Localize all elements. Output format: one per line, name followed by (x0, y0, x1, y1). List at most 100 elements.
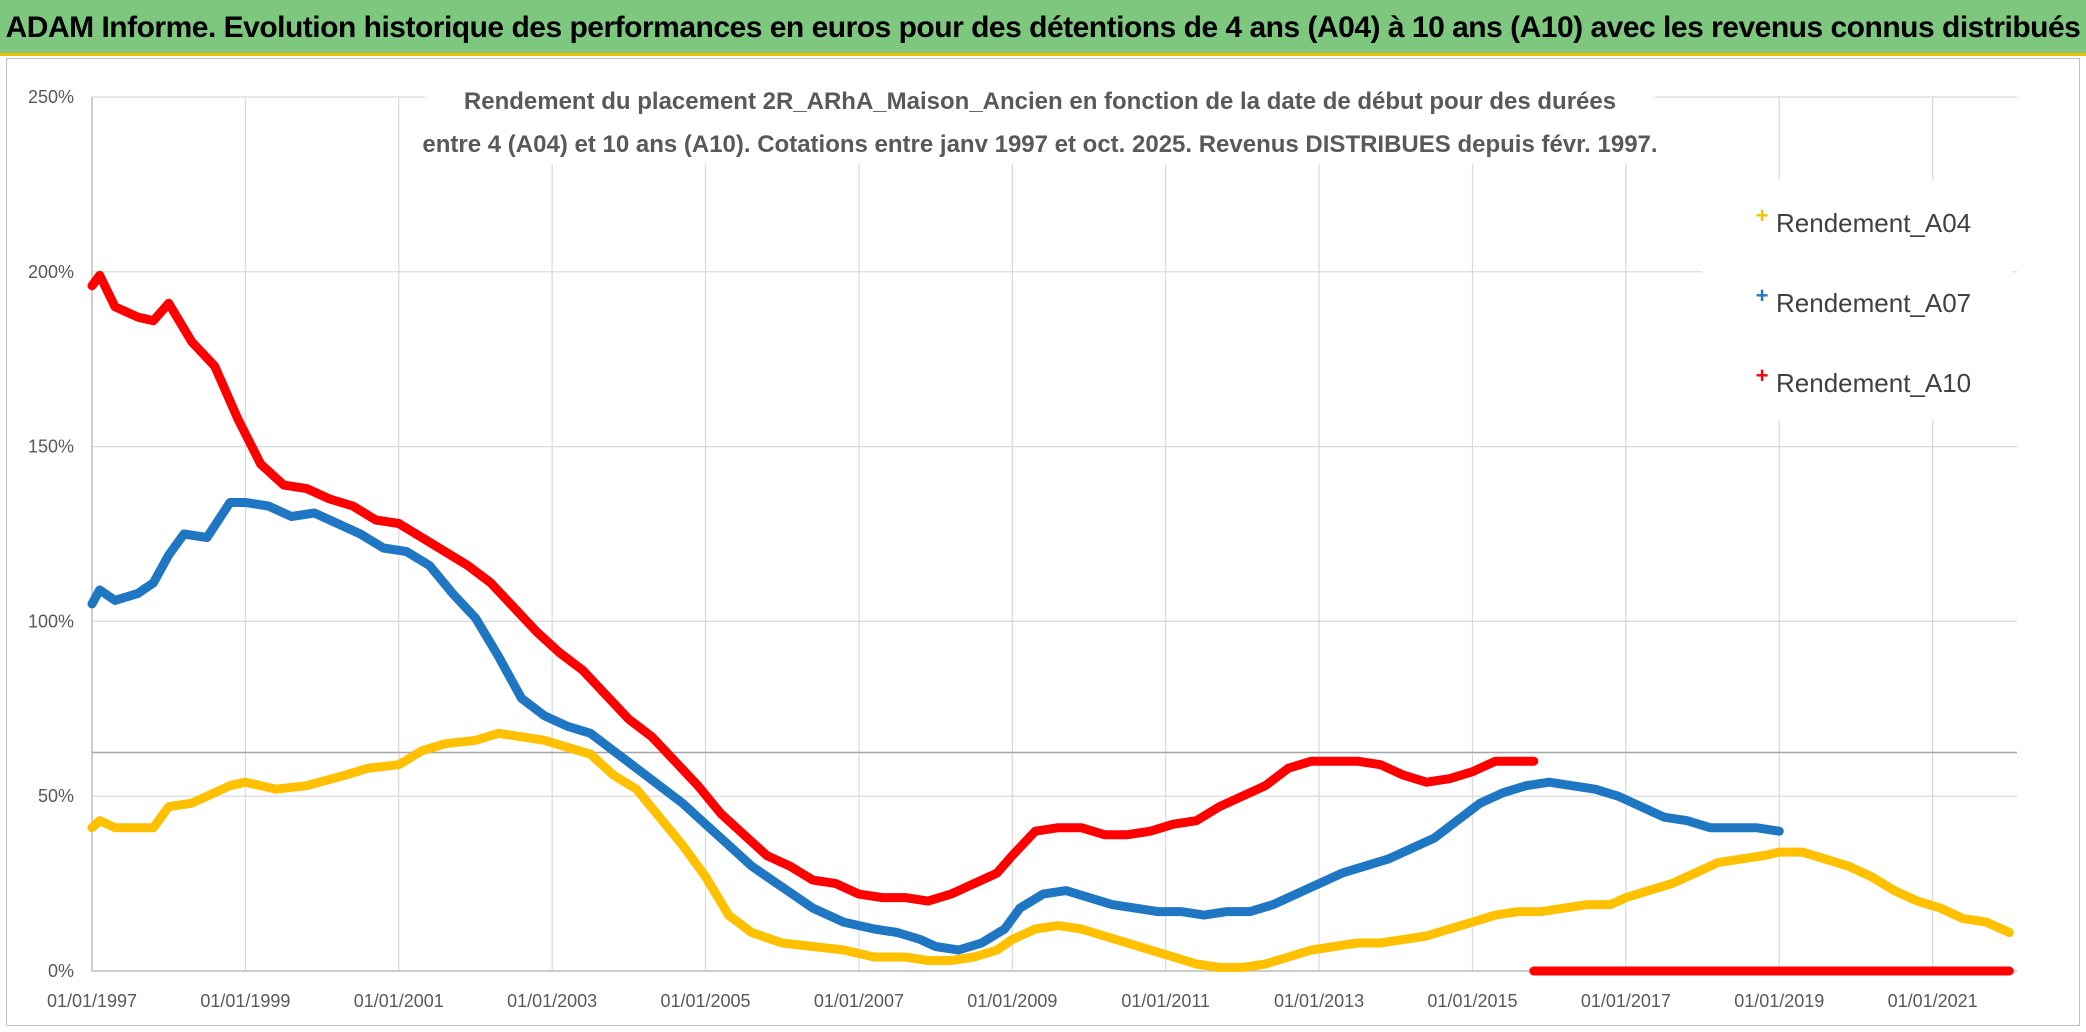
data-point (970, 953, 978, 961)
legend-marker: + (1756, 283, 1769, 308)
data-point (1736, 855, 1745, 864)
data-point (1706, 823, 1715, 832)
x-axis-ticks: 01/01/1997 01/01/1999 01/01/2001 01/01/2003… (47, 991, 1978, 1011)
x-tick-label: 01/01/1999 (200, 991, 290, 1011)
data-point (1736, 967, 1745, 975)
data-point (678, 799, 687, 808)
data-point (1499, 788, 1508, 797)
data-point (1445, 774, 1454, 783)
data-point (778, 939, 787, 947)
data-point (532, 627, 541, 636)
data-point (655, 813, 664, 822)
data-point (1959, 914, 1968, 923)
data-point (1514, 907, 1523, 916)
data-point (1131, 904, 1139, 913)
data-point (693, 781, 702, 790)
y-tick-label: 200% (28, 262, 74, 282)
data-point (1000, 925, 1009, 933)
data-point (448, 589, 457, 598)
data-point (210, 362, 219, 371)
x-tick-label: 01/01/2009 (967, 991, 1057, 1011)
data-point (95, 271, 104, 280)
data-point (1261, 781, 1270, 790)
data-point (264, 502, 273, 510)
data-point (1644, 886, 1653, 895)
data-point (670, 757, 679, 766)
series-group (87, 270, 2014, 976)
data-point (1476, 799, 1485, 808)
data-point (394, 519, 403, 528)
data-point (1453, 816, 1462, 825)
series-line-rendement-a07 (87, 498, 1784, 955)
data-point (1537, 907, 1546, 916)
data-point (1146, 827, 1155, 836)
data-point (364, 764, 373, 773)
data-point (1307, 946, 1316, 954)
data-point (1192, 960, 1201, 968)
data-point (149, 823, 158, 832)
data-point (88, 599, 96, 608)
data-point (402, 547, 411, 556)
data-point (1913, 897, 1922, 906)
data-point (226, 781, 234, 790)
data-point (149, 316, 158, 325)
data-point (954, 946, 963, 954)
data-point (1821, 855, 1830, 864)
data-point (88, 823, 96, 832)
data-point (1445, 925, 1454, 933)
data-point (1683, 816, 1692, 825)
data-point (947, 890, 955, 899)
data-point (348, 502, 357, 510)
data-point (586, 729, 595, 738)
data-point (1775, 827, 1784, 836)
data-point (1422, 778, 1431, 787)
x-tick-label: 01/01/2021 (1888, 991, 1978, 1011)
data-point (1261, 960, 1270, 968)
data-point (1100, 830, 1109, 839)
data-point (993, 869, 1001, 878)
data-point (333, 519, 342, 528)
data-point (164, 299, 173, 308)
data-point (1729, 823, 1738, 832)
data-point (1514, 757, 1523, 766)
series-line-rendement-a10 (87, 270, 1539, 906)
data-point (854, 890, 863, 899)
data-point (279, 481, 288, 490)
data-point (1606, 900, 1615, 909)
data-point (601, 690, 610, 699)
data-point (870, 953, 879, 961)
x-tick-label: 01/01/2003 (507, 991, 597, 1011)
chart-title-line-1: Rendement du placement 2R_ARhA_Maison_An… (464, 88, 1616, 115)
data-point (164, 802, 173, 811)
y-tick-label: 0% (48, 961, 74, 981)
data-point (1215, 802, 1224, 811)
data-point (272, 785, 281, 794)
data-point (1775, 967, 1784, 975)
data-point (1491, 757, 1500, 766)
data-point (379, 544, 388, 552)
data-point (1399, 935, 1408, 944)
data-point (325, 495, 334, 503)
data-point (1238, 963, 1247, 972)
data-point (701, 820, 710, 829)
data-point (517, 732, 526, 741)
data-point (1169, 820, 1178, 829)
data-point (1376, 939, 1385, 947)
data-point (655, 781, 664, 790)
data-point (394, 760, 403, 769)
data-point (1690, 869, 1699, 878)
data-point (778, 883, 787, 892)
data-point (1100, 932, 1109, 940)
data-point (1890, 886, 1899, 895)
data-point (1851, 967, 1860, 975)
data-point (1200, 911, 1209, 920)
data-point (1031, 827, 1040, 836)
data-point (647, 732, 656, 741)
data-point (1376, 760, 1385, 769)
data-point (2005, 928, 2014, 937)
data-point (1154, 907, 1162, 916)
data-point (1936, 904, 1945, 913)
data-point (563, 743, 572, 752)
data-point (180, 530, 188, 538)
data-point (1775, 848, 1784, 857)
